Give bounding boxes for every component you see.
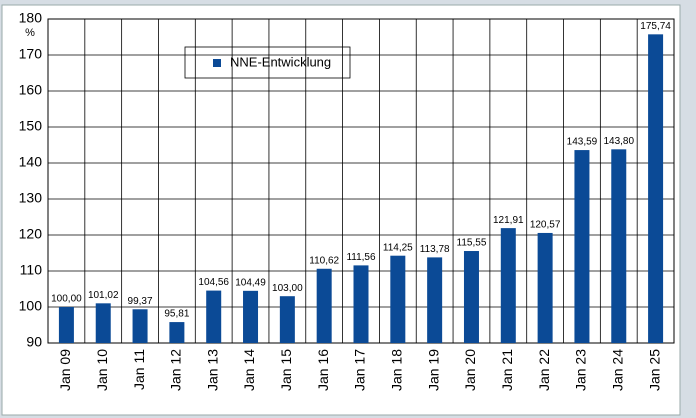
x-tick-label: Jan 14 xyxy=(241,349,257,391)
y-tick-label: 170 xyxy=(19,46,43,62)
bar xyxy=(463,251,479,343)
y-tick-label: 100 xyxy=(19,298,43,314)
bar xyxy=(132,309,148,343)
x-tick-label: Jan 10 xyxy=(94,349,110,391)
value-label: 113,78 xyxy=(420,244,450,255)
x-tick-label: Jan 12 xyxy=(168,349,184,391)
value-label: 143,80 xyxy=(603,136,634,147)
value-label: 143,59 xyxy=(567,137,598,148)
bar xyxy=(611,149,627,343)
bar xyxy=(206,290,222,343)
value-label: 110,62 xyxy=(309,255,339,266)
y-unit: % xyxy=(25,27,35,39)
y-tick-label: 110 xyxy=(20,262,43,278)
bar xyxy=(500,228,516,343)
value-label: 99,37 xyxy=(128,296,153,307)
y-tick-label: 150 xyxy=(19,118,43,134)
x-tick-label: Jan 24 xyxy=(609,349,625,391)
x-tick-label: Jan 13 xyxy=(204,349,220,391)
value-label: 104,49 xyxy=(235,277,266,288)
y-tick-label: 120 xyxy=(19,226,43,242)
legend-label: NNE-Entwicklung xyxy=(230,54,331,69)
value-label: 111,56 xyxy=(346,252,376,263)
value-label: 120,57 xyxy=(530,220,561,231)
x-tick-label: Jan 18 xyxy=(389,349,405,391)
y-tick-label: 160 xyxy=(19,82,43,98)
bar xyxy=(243,290,259,343)
x-tick-label: Jan 16 xyxy=(315,349,331,391)
value-label: 121,91 xyxy=(493,215,524,226)
x-tick-label: Jan 25 xyxy=(646,349,662,391)
legend-marker xyxy=(213,59,221,67)
bar xyxy=(537,232,553,343)
value-label: 100,00 xyxy=(51,294,82,305)
x-tick-label: Jan 20 xyxy=(462,349,478,391)
legend-box xyxy=(184,46,351,79)
x-tick-label: Jan 22 xyxy=(536,349,552,391)
value-label: 115,55 xyxy=(457,238,487,249)
value-label: 175,74 xyxy=(640,21,671,32)
x-tick-label: Jan 21 xyxy=(499,349,515,391)
x-tick-label: Jan 15 xyxy=(278,349,294,391)
bar xyxy=(353,265,369,343)
bar xyxy=(95,303,111,343)
x-tick-label: Jan 19 xyxy=(425,349,441,391)
x-tick-label: Jan 17 xyxy=(352,349,368,391)
value-label: 103,00 xyxy=(272,283,303,294)
bar xyxy=(169,322,185,343)
y-tick-label: 90 xyxy=(26,334,42,350)
value-label: 95,81 xyxy=(164,309,189,320)
bar xyxy=(648,34,664,343)
value-label: 114,25 xyxy=(383,242,413,253)
x-tick-label: Jan 09 xyxy=(57,349,73,391)
bar xyxy=(279,296,295,343)
bar xyxy=(574,150,590,343)
bar xyxy=(427,257,443,343)
y-tick-label: 180 xyxy=(19,10,43,26)
bar xyxy=(58,307,74,343)
bar xyxy=(316,268,332,343)
x-tick-label: Jan 11 xyxy=(131,349,147,390)
y-tick-label: 140 xyxy=(19,154,43,170)
value-label: 104,56 xyxy=(198,277,229,288)
bar xyxy=(390,255,406,343)
x-tick-label: Jan 23 xyxy=(573,349,589,391)
y-tick-label: 130 xyxy=(19,190,43,206)
legend xyxy=(184,46,351,79)
value-label: 101,02 xyxy=(88,290,119,301)
